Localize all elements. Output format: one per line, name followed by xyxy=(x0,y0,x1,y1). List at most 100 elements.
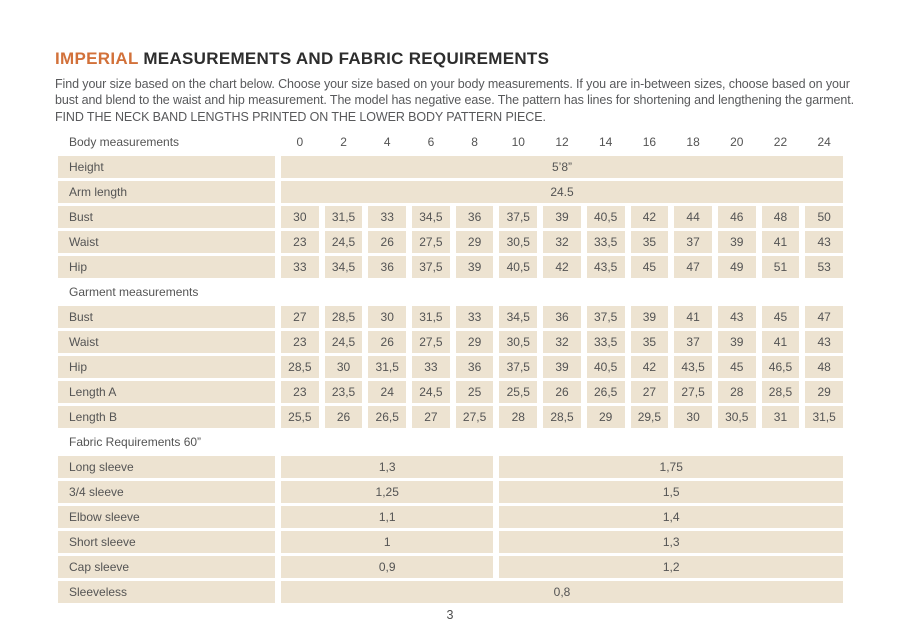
value-cell: 40,5 xyxy=(586,206,625,228)
value-cell: 39 xyxy=(543,356,581,378)
value-cell: 36 xyxy=(455,206,494,228)
row-label: Elbow sleeve xyxy=(58,506,275,528)
value-cell: 43,5 xyxy=(674,356,712,378)
fabric-value-right: 1,4 xyxy=(499,506,843,528)
value-cell: 29 xyxy=(455,331,494,353)
value-cell: 33 xyxy=(455,306,494,328)
value-cell: 32 xyxy=(543,231,581,253)
value-cell: 36 xyxy=(543,306,581,328)
column-header-label: Body measurements xyxy=(69,135,180,149)
value-cell: 45 xyxy=(630,256,669,278)
value-cell: 31 xyxy=(761,406,800,428)
value-cell: 27,5 xyxy=(455,406,494,428)
value-cell: 25,5 xyxy=(281,406,319,428)
size-header-cell: 8 xyxy=(471,135,478,149)
value-cell: 29 xyxy=(455,231,494,253)
value-cell: 35 xyxy=(630,231,669,253)
row-span-value: 0,8 xyxy=(281,581,843,603)
value-cell: 23 xyxy=(281,331,319,353)
fabric-value-right: 1,75 xyxy=(499,456,843,478)
value-cell: 30 xyxy=(674,406,712,428)
value-cell: 24,5 xyxy=(324,231,363,253)
value-cell: 26 xyxy=(368,231,407,253)
row-label: Length A xyxy=(58,381,275,403)
size-header-cell: 2 xyxy=(340,135,347,149)
value-cell: 31,5 xyxy=(368,356,407,378)
value-cell: 37,5 xyxy=(412,256,450,278)
row-label: Bust xyxy=(58,306,275,328)
value-cell: 27,5 xyxy=(674,381,712,403)
value-cell: 33 xyxy=(368,206,407,228)
size-header-cell: 20 xyxy=(730,135,744,149)
value-cell: 26 xyxy=(368,331,407,353)
row-span-value: 5’8” xyxy=(281,156,843,178)
value-cell: 36 xyxy=(368,256,407,278)
value-cell: 49 xyxy=(717,256,756,278)
row-label: Waist xyxy=(58,231,275,253)
fabric-value-left: 1,3 xyxy=(281,456,494,478)
value-cell: 46 xyxy=(717,206,756,228)
row-label: Cap sleeve xyxy=(58,556,275,578)
value-cell: 28,5 xyxy=(543,406,581,428)
row-label: Sleeveless xyxy=(58,581,275,603)
row-label: Hip xyxy=(58,256,275,278)
value-cell: 27,5 xyxy=(412,331,450,353)
value-cell: 42 xyxy=(543,256,581,278)
page-title-rest: MEASUREMENTS AND FABRIC REQUIREMENTS xyxy=(138,49,550,68)
value-cell: 29 xyxy=(586,406,625,428)
value-cell: 48 xyxy=(805,356,843,378)
value-cell: 46,5 xyxy=(761,356,800,378)
value-cell: 24,5 xyxy=(324,331,363,353)
row-label: Hip xyxy=(58,356,275,378)
value-cell: 47 xyxy=(805,306,843,328)
value-cell: 28,5 xyxy=(281,356,319,378)
value-cell: 27 xyxy=(630,381,669,403)
page-number: 3 xyxy=(446,608,454,622)
row-label: Short sleeve xyxy=(58,531,275,553)
fabric-value-right: 1,3 xyxy=(499,531,843,553)
value-cell: 29 xyxy=(805,381,843,403)
size-header-cell: 16 xyxy=(642,135,657,149)
size-header-cell: 0 xyxy=(296,135,304,149)
fabric-value-left: 1,25 xyxy=(281,481,494,503)
value-cell: 48 xyxy=(761,206,800,228)
value-cell: 41 xyxy=(761,331,800,353)
value-cell: 40,5 xyxy=(499,256,538,278)
value-cell: 43 xyxy=(717,306,756,328)
value-cell: 25 xyxy=(455,381,494,403)
value-cell: 39 xyxy=(630,306,669,328)
fabric-value-left: 0,9 xyxy=(281,556,494,578)
row-span-value: 24.5 xyxy=(281,181,843,203)
value-cell: 47 xyxy=(674,256,712,278)
value-cell: 40,5 xyxy=(586,356,625,378)
value-cell: 41 xyxy=(761,231,800,253)
value-cell: 45 xyxy=(761,306,800,328)
value-cell: 33,5 xyxy=(586,331,625,353)
value-cell: 39 xyxy=(717,331,756,353)
section-label: Fabric Requirements 60” xyxy=(69,435,202,449)
fabric-value-left: 1 xyxy=(281,531,494,553)
value-cell: 28,5 xyxy=(324,306,363,328)
row-label: Long sleeve xyxy=(58,456,275,478)
value-cell: 24 xyxy=(368,381,407,403)
value-cell: 29,5 xyxy=(630,406,669,428)
value-cell: 45 xyxy=(717,356,756,378)
row-label: Waist xyxy=(58,331,275,353)
value-cell: 41 xyxy=(674,306,712,328)
fabric-value-right: 1,5 xyxy=(499,481,843,503)
row-label: Height xyxy=(58,156,275,178)
value-cell: 43 xyxy=(805,331,843,353)
value-cell: 37 xyxy=(674,331,712,353)
row-label: Bust xyxy=(58,206,275,228)
value-cell: 26,5 xyxy=(368,406,407,428)
page-title: IMPERIAL MEASUREMENTS AND FABRIC REQUIRE… xyxy=(55,49,549,69)
row-label: Length B xyxy=(58,406,275,428)
value-cell: 30 xyxy=(368,306,407,328)
value-cell: 37,5 xyxy=(499,206,538,228)
value-cell: 39 xyxy=(717,231,756,253)
size-header-cell: 10 xyxy=(511,135,525,149)
value-cell: 31,5 xyxy=(805,406,843,428)
value-cell: 33 xyxy=(281,256,319,278)
value-cell: 26,5 xyxy=(586,381,625,403)
